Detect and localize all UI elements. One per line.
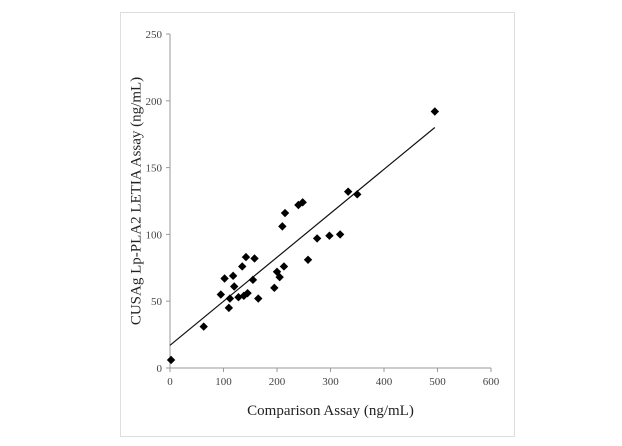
trendline [169,127,436,346]
y-tick-label: 200 [146,96,163,108]
data-point [254,294,263,303]
x-tick-label: 0 [167,376,173,388]
x-axis-title: Comparison Assay (ng/mL) [247,403,414,419]
data-point [224,303,234,313]
chart-frame: 0 100 200 300 400 500 600 0 50 100 150 200 250 Compa… [120,12,515,437]
data-point [343,187,353,196]
trendline-layer [169,127,436,346]
data-point [243,288,252,298]
data-point [228,271,238,281]
y-axis-title: CUSAg Lp-PLA2 LETIA Assay (ng/mL) [128,77,144,325]
x-tick-label: 400 [376,376,393,388]
scatter-chart: 0 100 200 300 400 500 600 0 50 100 150 200 250 Compa… [128,29,500,419]
data-point [353,190,362,199]
data-point [303,255,313,264]
x-tick-label: 500 [429,376,446,388]
x-tick-label: 300 [322,376,339,388]
data-point [298,198,307,207]
x-tick-label: 600 [483,376,500,388]
data-point [166,355,176,365]
data-point [430,107,440,116]
data-point [312,234,322,243]
data-point [280,208,290,218]
y-tick-label: 100 [146,229,163,241]
data-point [294,200,303,210]
y-tick-label: 250 [146,29,163,41]
x-tick-label: 100 [215,376,232,388]
data-point [278,222,287,231]
axes [166,33,492,372]
data-point [270,283,279,293]
data-point [216,290,226,299]
data-point [335,230,345,239]
data-point [238,262,247,271]
y-tick-label: 50 [151,296,163,308]
data-point [199,322,208,331]
y-tick-label: 150 [146,163,163,175]
data-point [248,275,258,285]
data-point [325,231,334,240]
y-tick-label: 0 [157,363,163,375]
data-point [279,262,289,271]
data-point [275,272,284,282]
data-point [220,274,229,283]
data-point [241,252,251,262]
data-point [250,254,259,263]
data-point [225,294,235,303]
data-point [230,282,239,291]
tick-labels: 0 100 200 300 400 500 600 0 50 100 150 200 250 [146,29,500,388]
x-tick-label: 200 [269,376,286,388]
